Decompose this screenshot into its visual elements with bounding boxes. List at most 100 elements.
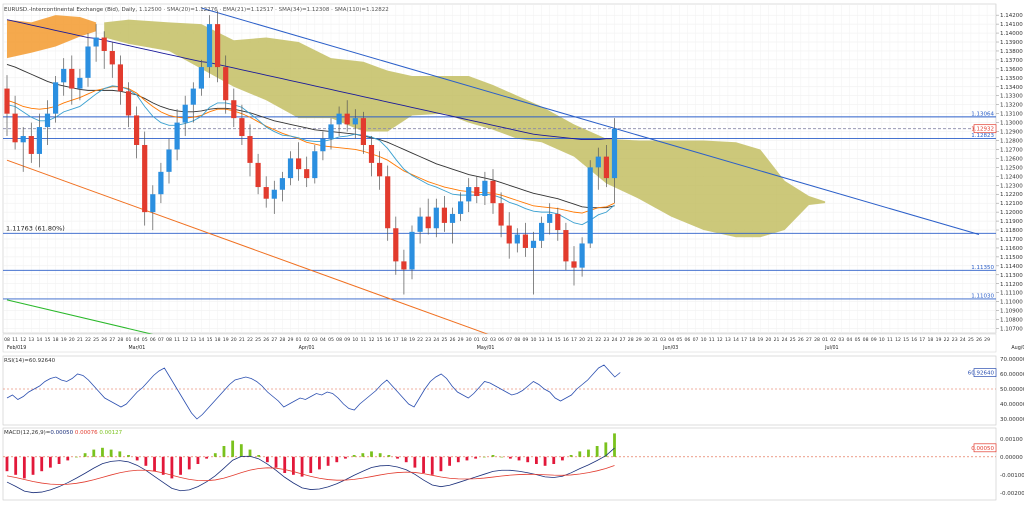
candle bbox=[417, 216, 423, 232]
macd-value-label: 0.00050 bbox=[971, 446, 994, 452]
day-label: 08 bbox=[4, 337, 10, 343]
day-label: 03 bbox=[838, 337, 844, 343]
macd-hist-bar bbox=[291, 456, 295, 475]
level-label: 1.11763 (61.80%) bbox=[6, 224, 65, 232]
time-axis: 08 11 12 13 14 15 18 19 20 21 22 25 26 27 28 01 04 05 06 07… bbox=[2, 333, 1024, 353]
day-label: 29 bbox=[458, 337, 464, 343]
candle bbox=[174, 122, 180, 150]
macd-header: MACD(12,26,9)=0.00050 0.00076 0.00127 bbox=[4, 430, 123, 436]
candle bbox=[20, 136, 26, 143]
day-label: 29 bbox=[288, 337, 294, 343]
day-label: 06 bbox=[150, 337, 156, 343]
price-tick-label: 1.11400 bbox=[1000, 264, 1023, 270]
price-tick-label: 1.12600 bbox=[1000, 156, 1023, 162]
day-label: 18 bbox=[53, 337, 59, 343]
macd-line bbox=[6, 447, 615, 494]
trendline-orange-channel bbox=[6, 159, 510, 343]
price-tick-label: 1.11700 bbox=[1000, 237, 1023, 243]
macd-hist-bar bbox=[578, 451, 582, 457]
price-tick-label: 1.13600 bbox=[1000, 67, 1023, 73]
macd-tick-label: 0.00000 bbox=[1000, 455, 1023, 461]
candle bbox=[77, 77, 83, 89]
day-label: 19 bbox=[936, 337, 942, 343]
day-label: 24 bbox=[612, 337, 618, 343]
day-label: 15 bbox=[45, 337, 51, 343]
day-label: 24 bbox=[433, 337, 439, 343]
day-label: 08 bbox=[166, 337, 172, 343]
day-label: 12 bbox=[182, 337, 188, 343]
day-label: 18 bbox=[749, 337, 755, 343]
candle bbox=[377, 162, 383, 177]
price-tick-label: 1.12000 bbox=[1000, 210, 1023, 216]
day-label: 23 bbox=[952, 337, 958, 343]
price-tick-label: 1.12900 bbox=[1000, 130, 1023, 136]
macd-hist-bar bbox=[31, 456, 35, 475]
price-tick-label: 1.13100 bbox=[1000, 112, 1023, 118]
candle bbox=[433, 207, 439, 229]
candle bbox=[603, 156, 609, 179]
macd-hist-bar bbox=[309, 456, 313, 473]
day-label: 30 bbox=[644, 337, 650, 343]
candle bbox=[85, 46, 91, 78]
day-label: 22 bbox=[417, 337, 423, 343]
candle bbox=[198, 67, 204, 89]
candle bbox=[69, 68, 75, 89]
macd-tick-label: -0.00200 bbox=[1000, 491, 1024, 497]
day-label: 17 bbox=[741, 337, 747, 343]
day-label: 08 bbox=[514, 337, 520, 343]
price-panel-header: EURUSD.-Intercontinental Exchange (Bid),… bbox=[4, 7, 389, 13]
macd-hist-bar bbox=[83, 453, 87, 457]
candle bbox=[101, 37, 107, 51]
day-label: 26 bbox=[101, 337, 107, 343]
day-label: 10 bbox=[701, 337, 707, 343]
candle bbox=[142, 144, 148, 213]
sma34-line bbox=[6, 63, 615, 209]
day-label: 19 bbox=[409, 337, 415, 343]
price-tick-label: 1.12200 bbox=[1000, 192, 1023, 198]
day-label: 05 bbox=[142, 337, 148, 343]
rsi-header: RSI(14)=60.92640 bbox=[4, 358, 56, 364]
candle bbox=[352, 118, 358, 125]
day-label: 19 bbox=[61, 337, 67, 343]
day-label: 07 bbox=[158, 337, 164, 343]
macd-tick-label: -0.00100 bbox=[1000, 473, 1024, 479]
candle bbox=[150, 194, 156, 213]
day-label: 03 bbox=[490, 337, 496, 343]
price-tick-label: 1.12400 bbox=[1000, 174, 1023, 180]
macd-hist-bar bbox=[92, 449, 96, 457]
day-label: 27 bbox=[620, 337, 626, 343]
candle bbox=[555, 213, 561, 231]
macd-panel[interactable]: 0.00100 0.00000 -0.00100 -0.00200 MACD(12,26… bbox=[2, 427, 1024, 501]
candle bbox=[441, 207, 447, 223]
rsi-panel[interactable]: 70.00000 60.00000 50.00000 40.00000 30.00000… bbox=[2, 355, 1024, 426]
day-label: 27 bbox=[271, 337, 277, 343]
candle bbox=[61, 68, 67, 83]
price-tick-label: 1.10900 bbox=[1000, 309, 1023, 315]
price-tick-label: 1.12100 bbox=[1000, 201, 1023, 207]
macd-hist-bar bbox=[361, 453, 365, 457]
macd-hist-bar bbox=[205, 456, 209, 459]
candle bbox=[190, 88, 196, 105]
day-label: 12 bbox=[20, 337, 26, 343]
macd-hist-bar bbox=[491, 455, 495, 457]
price-tick-label: 1.11900 bbox=[1000, 219, 1023, 225]
rsi-tick-label: 30.00000 bbox=[1000, 417, 1024, 423]
day-label: 14 bbox=[198, 337, 204, 343]
ichimoku-cloud-orange bbox=[7, 15, 97, 59]
candle bbox=[514, 234, 520, 244]
trendline-blue-resistance bbox=[201, 7, 980, 235]
day-label: 21 bbox=[774, 337, 780, 343]
day-label: 04 bbox=[846, 337, 852, 343]
macd-hist-bar bbox=[587, 449, 590, 457]
day-label: 13 bbox=[28, 337, 34, 343]
macd-hist-bar bbox=[413, 456, 417, 468]
day-label: 20 bbox=[765, 337, 771, 343]
day-label: 24 bbox=[960, 337, 966, 343]
price-tick-label: 1.12700 bbox=[1000, 147, 1023, 153]
day-label: 28 bbox=[279, 337, 285, 343]
candle bbox=[506, 225, 512, 244]
price-tick-label: 1.10800 bbox=[1000, 318, 1023, 324]
candle bbox=[579, 243, 585, 268]
